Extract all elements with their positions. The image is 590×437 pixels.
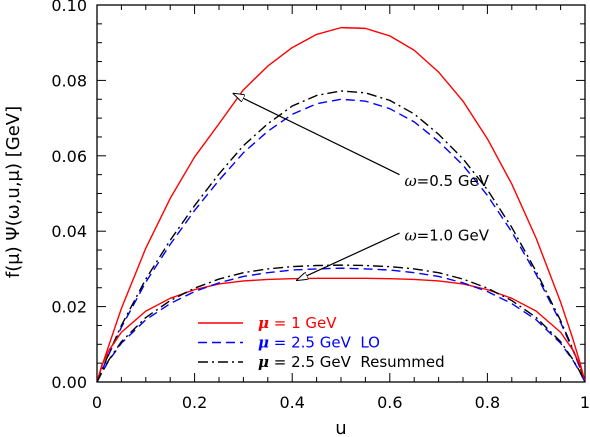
y-axis-label: f(μ) Ψ(ω,u,μ) [GeV] xyxy=(3,106,24,278)
y-tick-label: 0.06 xyxy=(51,147,87,166)
x-tick-label: 0.4 xyxy=(279,393,304,412)
annotation-arrow-0 xyxy=(234,94,400,176)
annotation-label-1: ω=1.0 GeV xyxy=(404,227,489,245)
annotation-label-0: ω=0.5 GeV xyxy=(404,172,489,190)
series-line-3 xyxy=(96,277,586,383)
x-tick-label: 0.8 xyxy=(475,393,500,412)
series-line-4 xyxy=(96,267,586,383)
annotations: ω=0.5 GeV ω=1.0 GeV xyxy=(234,94,490,281)
y-tick-label: 0.10 xyxy=(51,0,87,15)
x-tick-label: 1 xyxy=(580,393,590,412)
y-tick-label: 0.08 xyxy=(51,71,87,90)
x-tick-label: 0.6 xyxy=(377,393,402,412)
series-line-0 xyxy=(96,26,586,383)
legend-label-1: μ = 2.5 GeV LO xyxy=(258,334,380,352)
annotation-arrow-1 xyxy=(297,232,400,280)
x-tick-label: 0 xyxy=(92,393,102,412)
legend: μ = 1 GeV μ = 2.5 GeV LOμ = 2.5 GeV Resum… xyxy=(198,314,445,371)
legend-label-0: μ = 1 GeV xyxy=(258,314,337,332)
x-axis-label: u xyxy=(335,418,346,437)
axis-ticks: 0 0.2 0.4 0.6 0.8 1 0.00 0.02 0.04 0.06 0.08 0.10 xyxy=(51,0,590,412)
x-tick-label: 0.2 xyxy=(182,393,207,412)
plot-frame xyxy=(96,4,586,383)
y-tick-label: 0.00 xyxy=(51,373,87,392)
data-series xyxy=(96,26,586,383)
y-tick-label: 0.04 xyxy=(51,222,87,241)
legend-label-2: μ = 2.5 GeV Resummed xyxy=(258,353,445,371)
series-line-1 xyxy=(96,98,586,383)
plot-border xyxy=(96,4,586,383)
series-line-5 xyxy=(96,264,586,383)
y-tick-label: 0.02 xyxy=(51,298,87,317)
